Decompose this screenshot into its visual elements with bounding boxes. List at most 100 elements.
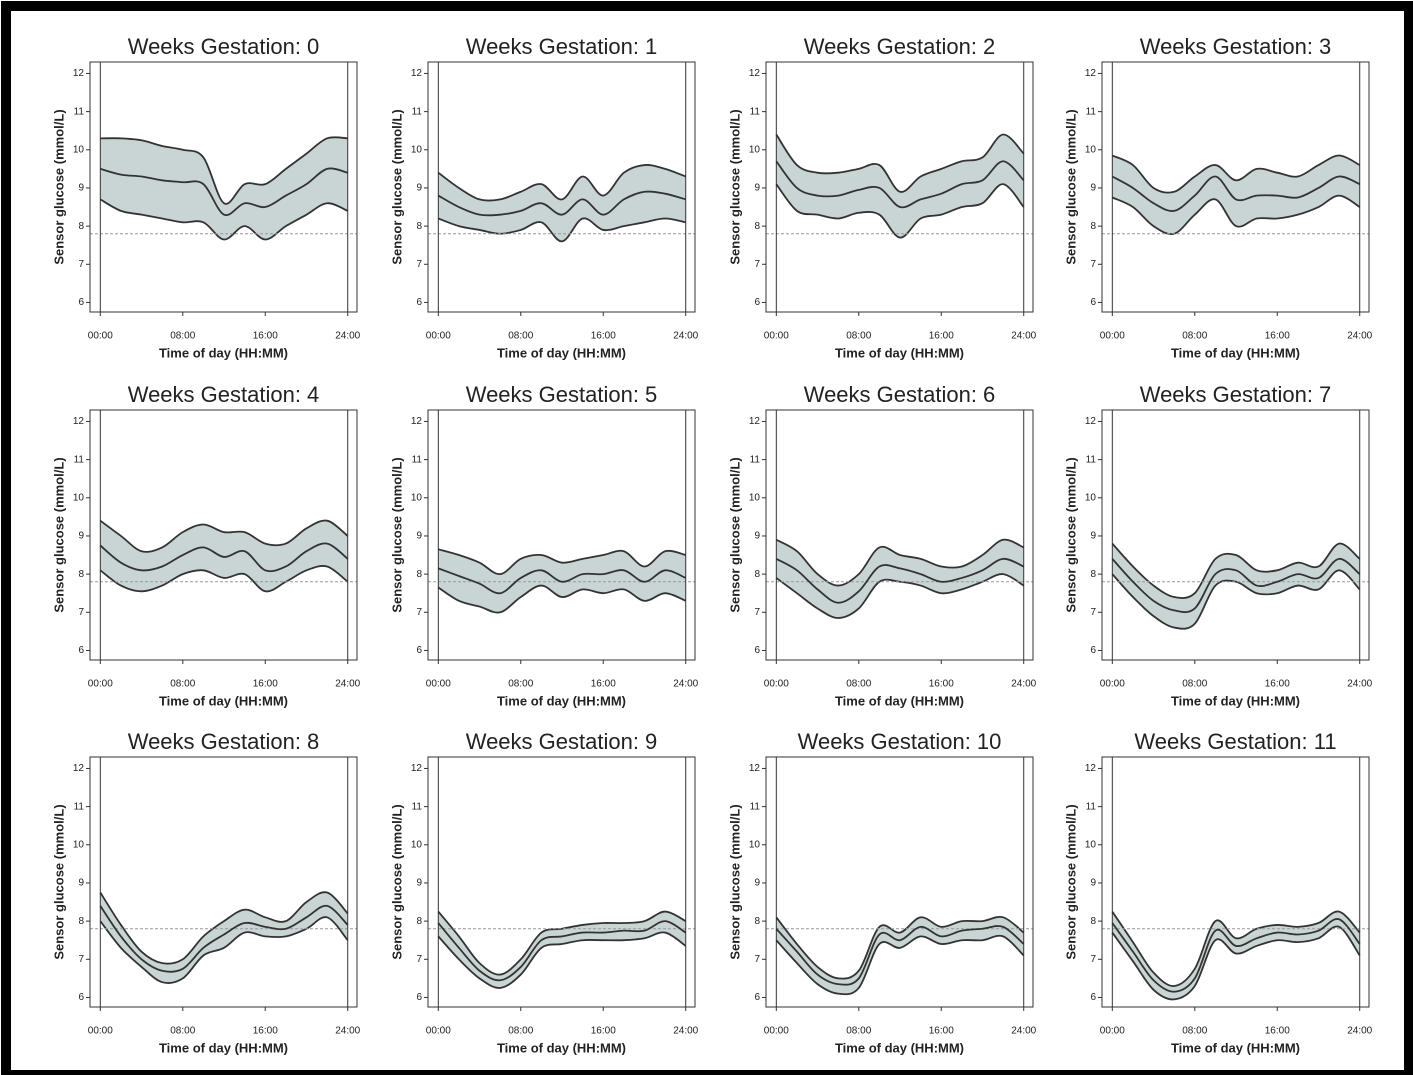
y-axis-title: Sensor glucose (mmol/L)	[389, 804, 404, 959]
y-tick-label: 11	[74, 801, 85, 812]
x-axis-title: Time of day (HH:MM)	[1171, 693, 1300, 708]
y-tick-label: 6	[754, 645, 760, 656]
band-lower-line	[1111, 194, 1361, 236]
x-tick-label: 08:00	[170, 331, 195, 342]
y-tick-label: 11	[412, 801, 423, 812]
band-upper-line	[437, 910, 687, 976]
x-tick-label: 00:00	[764, 1026, 789, 1037]
y-tick-label: 7	[78, 259, 84, 270]
plot-frame	[765, 61, 1034, 313]
panel-title: Weeks Gestation: 5	[466, 382, 658, 407]
panel: 6 7 8 9 10 11 12 00:00 08:00 16:00 24:00 Time of da…	[1063, 729, 1372, 1056]
y-tick-label: 9	[78, 878, 84, 889]
y-tick-label: 7	[754, 954, 760, 965]
band-upper-line	[1111, 910, 1361, 987]
y-tick-label: 7	[754, 607, 760, 618]
y-tick-label: 11	[750, 454, 761, 465]
panel-title: Weeks Gestation: 0	[128, 34, 320, 59]
band-lower-line	[437, 584, 687, 614]
y-tick-label: 7	[1090, 954, 1096, 965]
band-lower-line	[775, 934, 1025, 996]
mean-line	[1111, 918, 1361, 993]
band-lower-line	[99, 565, 349, 593]
x-tick-label: 16:00	[929, 331, 954, 342]
x-tick-label: 16:00	[929, 1026, 954, 1037]
mean-line	[100, 167, 348, 217]
y-tick-label: 8	[754, 221, 760, 232]
y-axis-title: Sensor glucose (mmol/L)	[727, 804, 742, 959]
x-tick-label: 24:00	[335, 331, 360, 342]
y-tick-label: 12	[73, 763, 85, 774]
band-upper-line	[438, 548, 686, 576]
x-tick-label: 16:00	[1265, 679, 1290, 690]
panel-title: Weeks Gestation: 6	[804, 382, 996, 407]
mean-line	[99, 542, 349, 573]
y-tick-label: 9	[416, 183, 422, 194]
y-tick-label: 12	[749, 763, 761, 774]
x-tick-label: 08:00	[508, 331, 533, 342]
y-tick-label: 8	[416, 916, 422, 927]
y-tick-label: 12	[1085, 763, 1097, 774]
x-tick-label: 16:00	[591, 679, 616, 690]
y-tick-label: 7	[1090, 607, 1096, 618]
y-tick-label: 6	[78, 992, 84, 1003]
x-tick-label: 08:00	[508, 1026, 533, 1037]
y-tick-label: 9	[1090, 531, 1096, 542]
x-tick-label: 08:00	[1182, 679, 1207, 690]
y-tick-label: 12	[1085, 416, 1097, 427]
x-tick-label: 16:00	[591, 1026, 616, 1037]
y-tick-label: 8	[754, 569, 760, 580]
x-tick-label: 24:00	[1347, 1026, 1372, 1037]
y-tick-label: 6	[78, 645, 84, 656]
plot-frame	[1101, 756, 1370, 1008]
panel: 6 7 8 9 10 11 12 00:00 08:00 16:00 24:00 Time of da…	[727, 729, 1036, 1056]
y-tick-label: 10	[1085, 492, 1097, 503]
plot-frame	[427, 756, 696, 1008]
panel: 6 7 8 9 10 11 12 00:00 08:00 16:00 24:00 Time of da…	[51, 382, 360, 709]
panel-title: Weeks Gestation: 7	[1140, 382, 1332, 407]
panel: 6 7 8 9 10 11 12 00:00 08:00 16:00 24:00 Time of da…	[1063, 34, 1372, 361]
y-tick-label: 11	[74, 454, 85, 465]
mean-line	[437, 190, 686, 217]
y-tick-label: 6	[416, 645, 422, 656]
band-upper-line	[775, 133, 1025, 193]
y-tick-label: 12	[411, 416, 423, 427]
y-tick-label: 12	[73, 68, 85, 79]
y-axis-title: Sensor glucose (mmol/L)	[727, 109, 742, 264]
panel-title: Weeks Gestation: 10	[798, 729, 1002, 754]
panel-title: Weeks Gestation: 9	[466, 729, 658, 754]
plot-frame	[89, 409, 358, 661]
panel: 6 7 8 9 10 11 12 00:00 08:00 16:00 24:00 Time of da…	[727, 34, 1036, 361]
y-tick-label: 10	[411, 839, 423, 850]
confidence-band	[1112, 911, 1360, 1000]
band-upper-line	[1111, 154, 1361, 194]
confidence-band	[776, 134, 1024, 238]
panel-title: Weeks Gestation: 1	[466, 34, 658, 59]
y-tick-label: 6	[416, 992, 422, 1003]
plot-frame	[765, 756, 1034, 1008]
y-tick-label: 12	[749, 68, 761, 79]
x-tick-label: 08:00	[846, 331, 871, 342]
panel-title: Weeks Gestation: 11	[1134, 729, 1336, 754]
y-tick-label: 6	[754, 992, 760, 1003]
mean-line	[775, 160, 1025, 209]
y-tick-label: 10	[73, 144, 85, 155]
mean-line	[1111, 175, 1361, 212]
panel: 6 7 8 9 10 11 12 00:00 08:00 16:00 24:00 Time of da…	[1063, 382, 1372, 709]
x-axis-title: Time of day (HH:MM)	[497, 1040, 626, 1055]
band-lower-line	[437, 217, 686, 243]
y-tick-label: 11	[412, 106, 423, 117]
x-tick-label: 00:00	[426, 679, 451, 690]
y-tick-label: 10	[749, 839, 761, 850]
y-tick-label: 7	[78, 954, 84, 965]
x-tick-label: 24:00	[1347, 679, 1372, 690]
y-tick-label: 11	[1086, 106, 1097, 117]
plot-frame	[427, 61, 696, 313]
y-axis-title: Sensor glucose (mmol/L)	[51, 109, 66, 264]
plot-frame	[765, 409, 1034, 661]
confidence-band	[100, 137, 348, 240]
y-tick-label: 9	[78, 183, 84, 194]
x-axis-title: Time of day (HH:MM)	[497, 693, 626, 708]
y-tick-label: 11	[412, 454, 423, 465]
